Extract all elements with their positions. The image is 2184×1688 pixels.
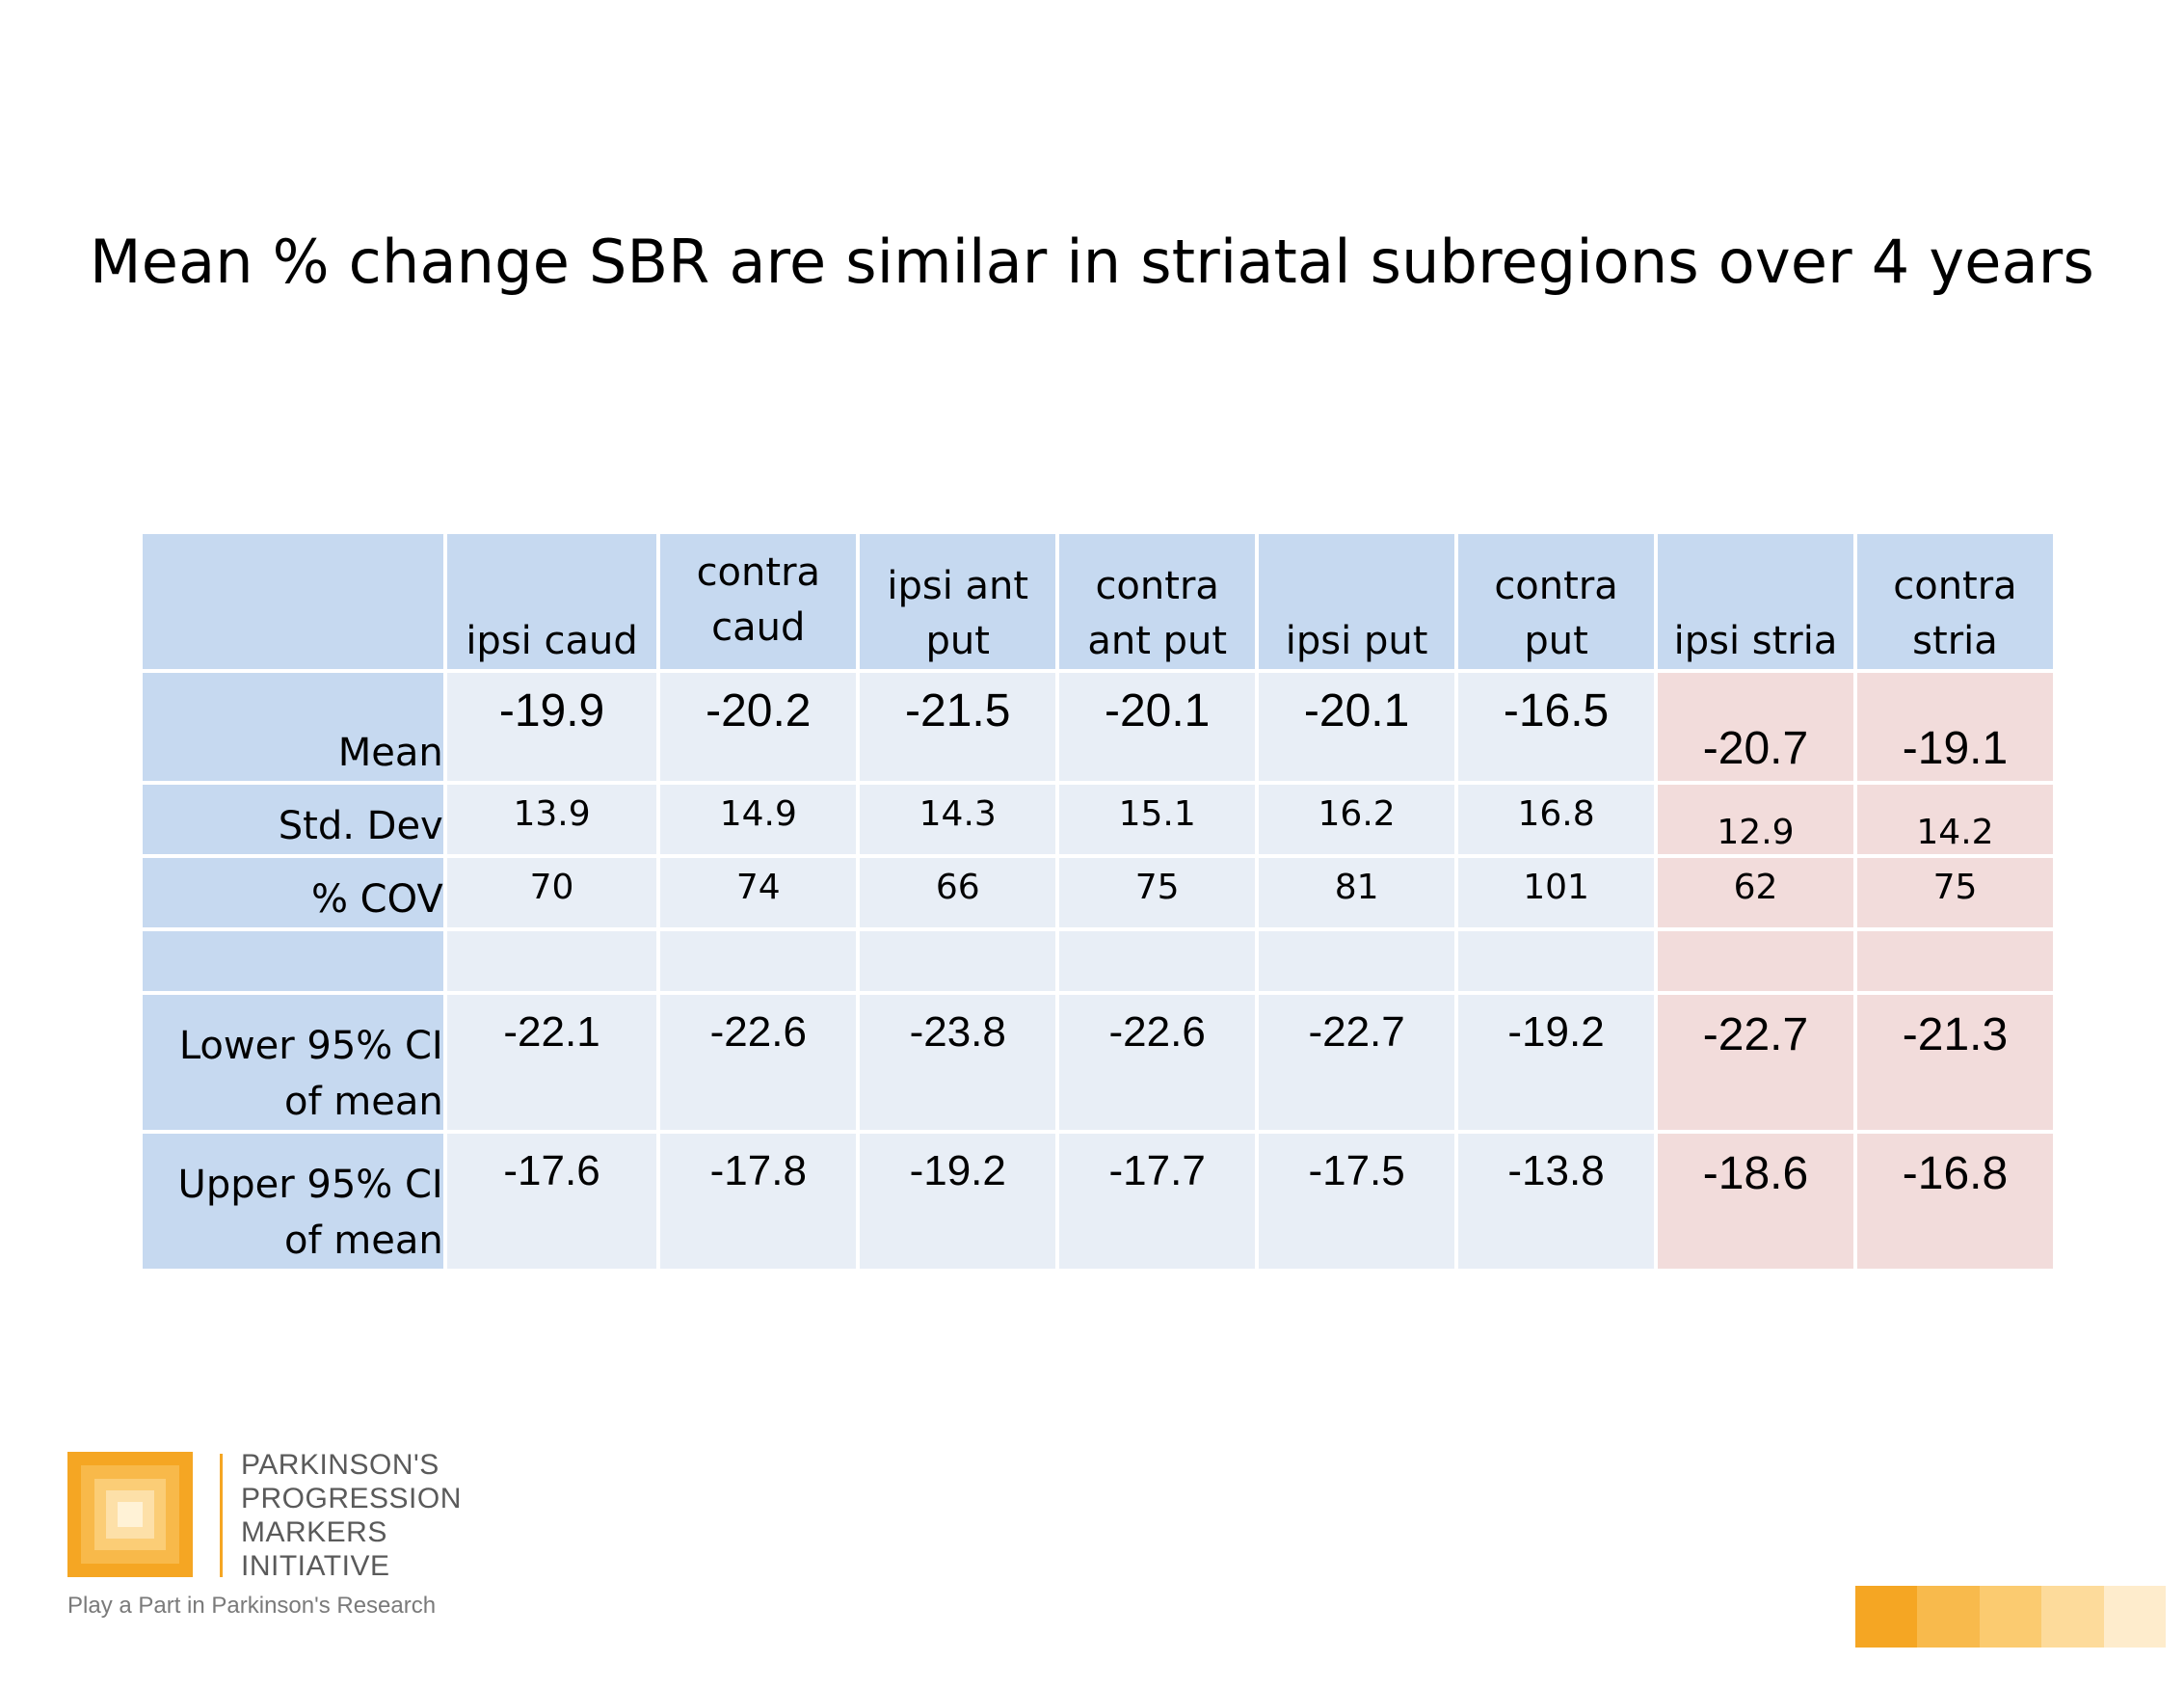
column-header: contra caud: [660, 534, 857, 669]
table-row: Std. Dev 13.9 14.9 14.3 15.1 16.2 16.8 1…: [143, 785, 2053, 854]
table-cell: -19.2: [1458, 995, 1655, 1130]
table-cell: -16.8: [1856, 1134, 2053, 1269]
table-row: Mean -19.9 -20.2 -21.5 -20.1 -20.1 -16.5…: [143, 673, 2053, 781]
table-cell-empty: [446, 931, 657, 991]
nested-squares-logo-icon: [67, 1452, 193, 1577]
table-cell: -20.1: [1259, 673, 1455, 781]
table-cell-empty: [1856, 931, 2053, 991]
bar-segment: [1855, 1586, 1918, 1648]
table-cell: 75: [1856, 858, 2053, 927]
column-header: ipsi stria: [1658, 534, 1853, 669]
table-cell: 81: [1259, 858, 1455, 927]
table-cell: -13.8: [1458, 1134, 1655, 1269]
table-cell-empty: [1658, 931, 1853, 991]
table-row: % COV 70 74 66 75 81 101 62 75: [143, 858, 2053, 927]
table-cell: -17.8: [660, 1134, 857, 1269]
table-cell-empty: [860, 931, 1056, 991]
logo-divider: [220, 1454, 223, 1577]
brand-line: INITIATIVE: [241, 1550, 390, 1582]
table-cell: -19.1: [1856, 673, 2053, 781]
column-header: contra put: [1458, 534, 1655, 669]
slide-title: Mean % change SBR are similar in striata…: [90, 227, 2094, 297]
table-cell: -20.7: [1658, 673, 1853, 781]
table-cell: -17.5: [1259, 1134, 1455, 1269]
column-header: ipsi caud: [446, 534, 657, 669]
bar-segment: [1979, 1586, 2042, 1648]
table-cell: -22.6: [1059, 995, 1256, 1130]
header-corner-cell: [143, 534, 443, 669]
table-row: Lower 95% CI of mean -22.1 -22.6 -23.8 -…: [143, 995, 2053, 1130]
table-cell: -21.5: [860, 673, 1056, 781]
table-cell: -23.8: [860, 995, 1056, 1130]
table-cell: 16.2: [1259, 785, 1455, 854]
table-cell-empty: [1458, 931, 1655, 991]
decorative-gradient-bar: [1855, 1586, 2167, 1648]
brand-name: PARKINSON'S PROGRESSION MARKERS INITIATI…: [241, 1448, 462, 1583]
bar-segment: [2103, 1586, 2167, 1648]
table-cell: -22.7: [1658, 995, 1853, 1130]
table-cell: 62: [1658, 858, 1853, 927]
table-cell: 16.8: [1458, 785, 1655, 854]
table-header-row: ipsi caud contra caud ipsi ant put contr…: [143, 534, 2053, 669]
column-header: contra ant put: [1059, 534, 1256, 669]
table-cell: 14.3: [860, 785, 1056, 854]
table-cell-empty: [1259, 931, 1455, 991]
statistics-table: ipsi caud contra caud ipsi ant put contr…: [139, 530, 2057, 1273]
brand-tagline: Play a Part in Parkinson's Research: [67, 1593, 437, 1619]
table-cell: 15.1: [1059, 785, 1256, 854]
column-header: ipsi put: [1259, 534, 1455, 669]
row-label: Lower 95% CI of mean: [143, 995, 443, 1130]
table-cell: -22.6: [660, 995, 857, 1130]
table-cell: 13.9: [446, 785, 657, 854]
table-cell: 14.9: [660, 785, 857, 854]
table-cell: 101: [1458, 858, 1655, 927]
table-cell: 66: [860, 858, 1056, 927]
table-cell: -20.1: [1059, 673, 1256, 781]
table-cell: 70: [446, 858, 657, 927]
table-cell: 74: [660, 858, 857, 927]
table-cell-empty: [1059, 931, 1256, 991]
table-cell-empty: [143, 931, 443, 991]
table-row-spacer: [143, 931, 2053, 991]
row-label: Upper 95% CI of mean: [143, 1134, 443, 1269]
table-cell: 75: [1059, 858, 1256, 927]
table-cell: 12.9: [1658, 785, 1853, 854]
brand-line: MARKERS: [241, 1516, 387, 1548]
bar-segment: [1917, 1586, 1980, 1648]
brand-line: PARKINSON'S: [241, 1449, 439, 1481]
table-cell: -21.3: [1856, 995, 2053, 1130]
brand-line: PROGRESSION: [241, 1483, 462, 1514]
row-label: Mean: [143, 673, 443, 781]
table-cell: -19.2: [860, 1134, 1056, 1269]
column-header: ipsi ant put: [860, 534, 1056, 669]
table-cell: 14.2: [1856, 785, 2053, 854]
column-header: contra stria: [1856, 534, 2053, 669]
table-cell: -19.9: [446, 673, 657, 781]
table-cell: -17.7: [1059, 1134, 1256, 1269]
table-row: Upper 95% CI of mean -17.6 -17.8 -19.2 -…: [143, 1134, 2053, 1269]
row-label: Std. Dev: [143, 785, 443, 854]
table-cell: -22.7: [1259, 995, 1455, 1130]
table-cell: -20.2: [660, 673, 857, 781]
bar-segment: [2041, 1586, 2104, 1648]
table-cell: -22.1: [446, 995, 657, 1130]
table-cell: -16.5: [1458, 673, 1655, 781]
table-cell-empty: [660, 931, 857, 991]
table-cell: -17.6: [446, 1134, 657, 1269]
row-label: % COV: [143, 858, 443, 927]
table-cell: -18.6: [1658, 1134, 1853, 1269]
